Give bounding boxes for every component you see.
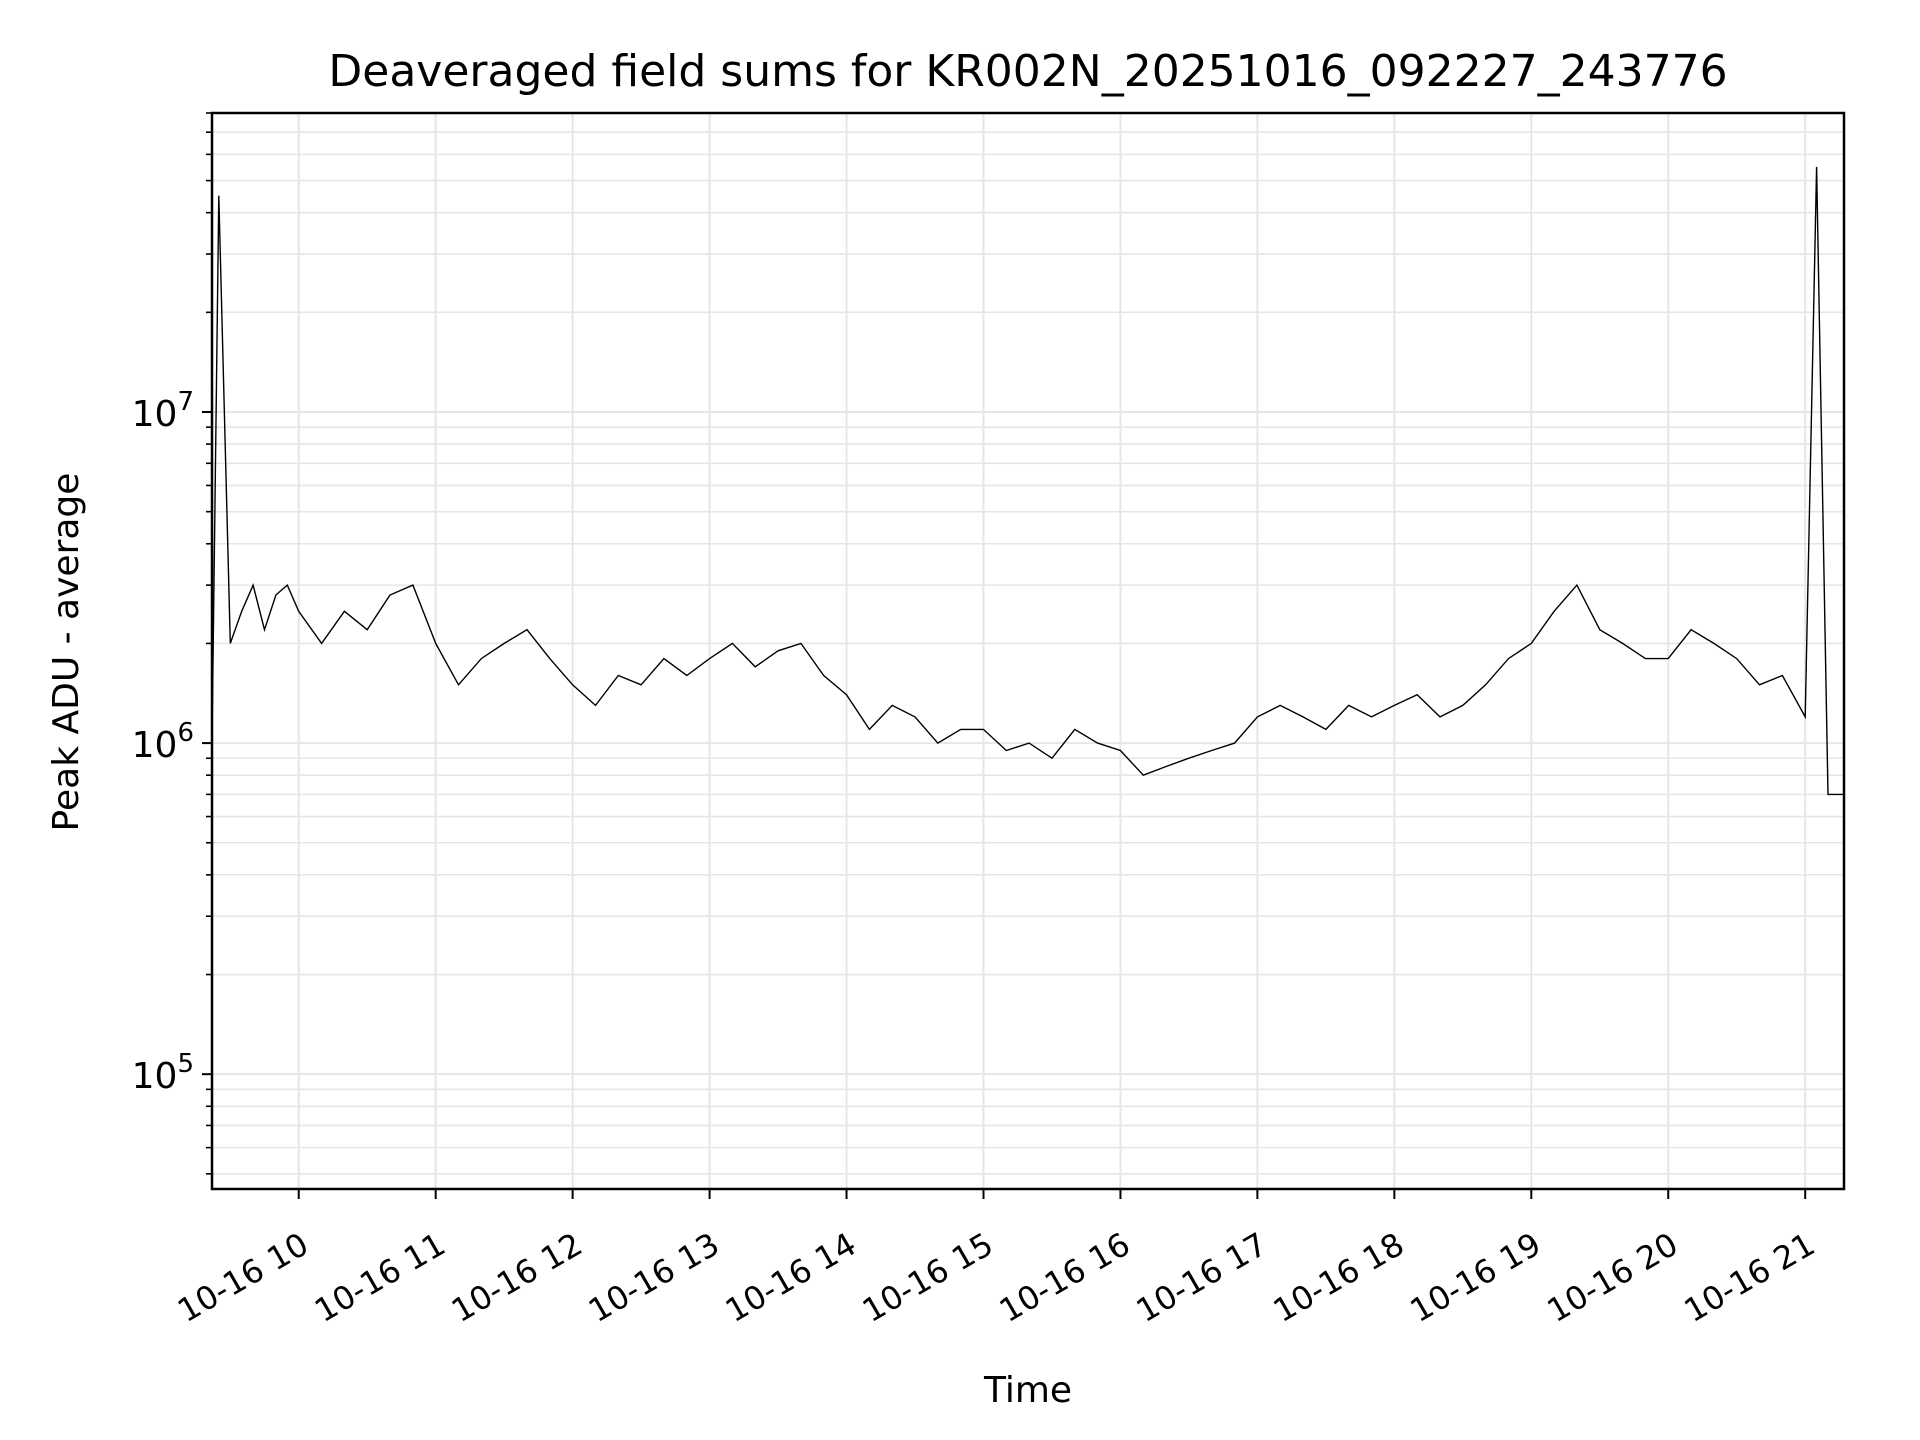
grid	[212, 112, 1844, 1189]
y-tick-label: 105	[132, 1049, 194, 1097]
chart-title: Deaveraged field sums for KR002N_2025101…	[328, 46, 1727, 97]
y-tick-label: 107	[132, 387, 194, 435]
series-line	[211, 166, 1844, 796]
y-axis-label: Peak ADU - average	[46, 473, 87, 832]
y-tick-label: 106	[132, 718, 194, 766]
y-axis: 105 106 107	[132, 112, 212, 1175]
x-axis-label: Time	[983, 1370, 1072, 1411]
plot-frame	[210, 111, 1846, 1191]
series-layer	[211, 166, 1844, 796]
